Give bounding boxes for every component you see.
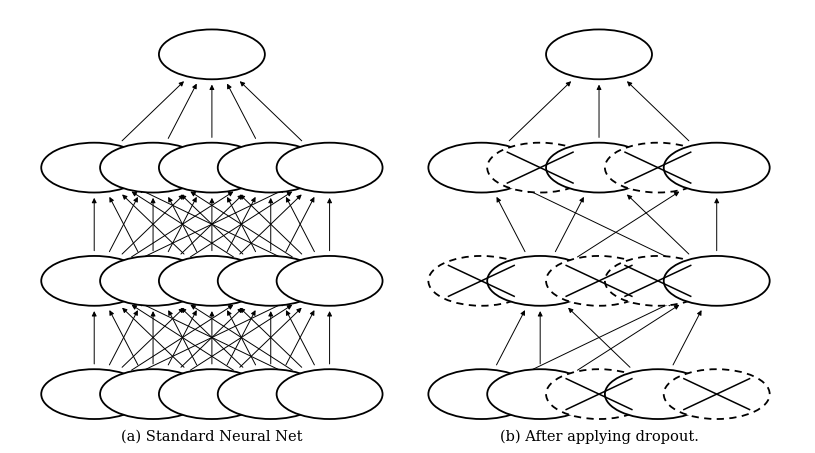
Ellipse shape bbox=[605, 369, 711, 419]
Ellipse shape bbox=[100, 143, 206, 193]
Ellipse shape bbox=[487, 143, 593, 193]
Ellipse shape bbox=[42, 256, 148, 306]
Ellipse shape bbox=[42, 369, 148, 419]
Ellipse shape bbox=[429, 369, 535, 419]
Ellipse shape bbox=[159, 256, 265, 306]
Ellipse shape bbox=[546, 256, 652, 306]
Ellipse shape bbox=[42, 143, 148, 193]
Ellipse shape bbox=[218, 143, 324, 193]
Ellipse shape bbox=[546, 369, 652, 419]
Ellipse shape bbox=[605, 143, 711, 193]
Ellipse shape bbox=[663, 256, 769, 306]
Ellipse shape bbox=[159, 29, 265, 79]
Ellipse shape bbox=[663, 143, 769, 193]
Ellipse shape bbox=[487, 369, 593, 419]
Ellipse shape bbox=[276, 256, 382, 306]
Ellipse shape bbox=[429, 143, 535, 193]
Ellipse shape bbox=[546, 29, 652, 79]
Ellipse shape bbox=[100, 369, 206, 419]
Ellipse shape bbox=[218, 256, 324, 306]
Ellipse shape bbox=[429, 256, 535, 306]
Ellipse shape bbox=[546, 143, 652, 193]
Ellipse shape bbox=[276, 143, 382, 193]
Ellipse shape bbox=[276, 369, 382, 419]
Ellipse shape bbox=[159, 143, 265, 193]
Ellipse shape bbox=[663, 369, 769, 419]
Text: (b) After applying dropout.: (b) After applying dropout. bbox=[500, 429, 698, 444]
Ellipse shape bbox=[218, 369, 324, 419]
Ellipse shape bbox=[100, 256, 206, 306]
Text: (a) Standard Neural Net: (a) Standard Neural Net bbox=[121, 430, 302, 444]
Ellipse shape bbox=[487, 256, 593, 306]
Ellipse shape bbox=[605, 256, 711, 306]
Ellipse shape bbox=[159, 369, 265, 419]
